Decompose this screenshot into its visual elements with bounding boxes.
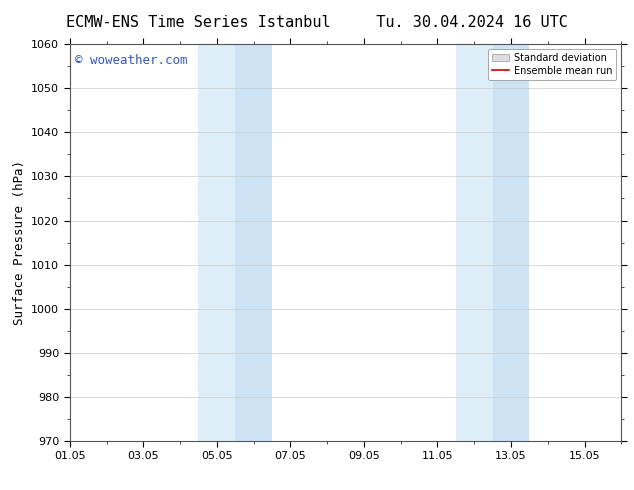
Bar <box>493 44 529 441</box>
Y-axis label: Surface Pressure (hPa): Surface Pressure (hPa) <box>13 160 25 325</box>
Text: ECMW-ENS Time Series Istanbul     Tu. 30.04.2024 16 UTC: ECMW-ENS Time Series Istanbul Tu. 30.04.… <box>66 15 568 30</box>
Bar <box>456 44 493 441</box>
Legend: Standard deviation, Ensemble mean run: Standard deviation, Ensemble mean run <box>488 49 616 80</box>
Text: © woweather.com: © woweather.com <box>75 54 188 67</box>
Bar <box>235 44 272 441</box>
Bar <box>198 44 235 441</box>
